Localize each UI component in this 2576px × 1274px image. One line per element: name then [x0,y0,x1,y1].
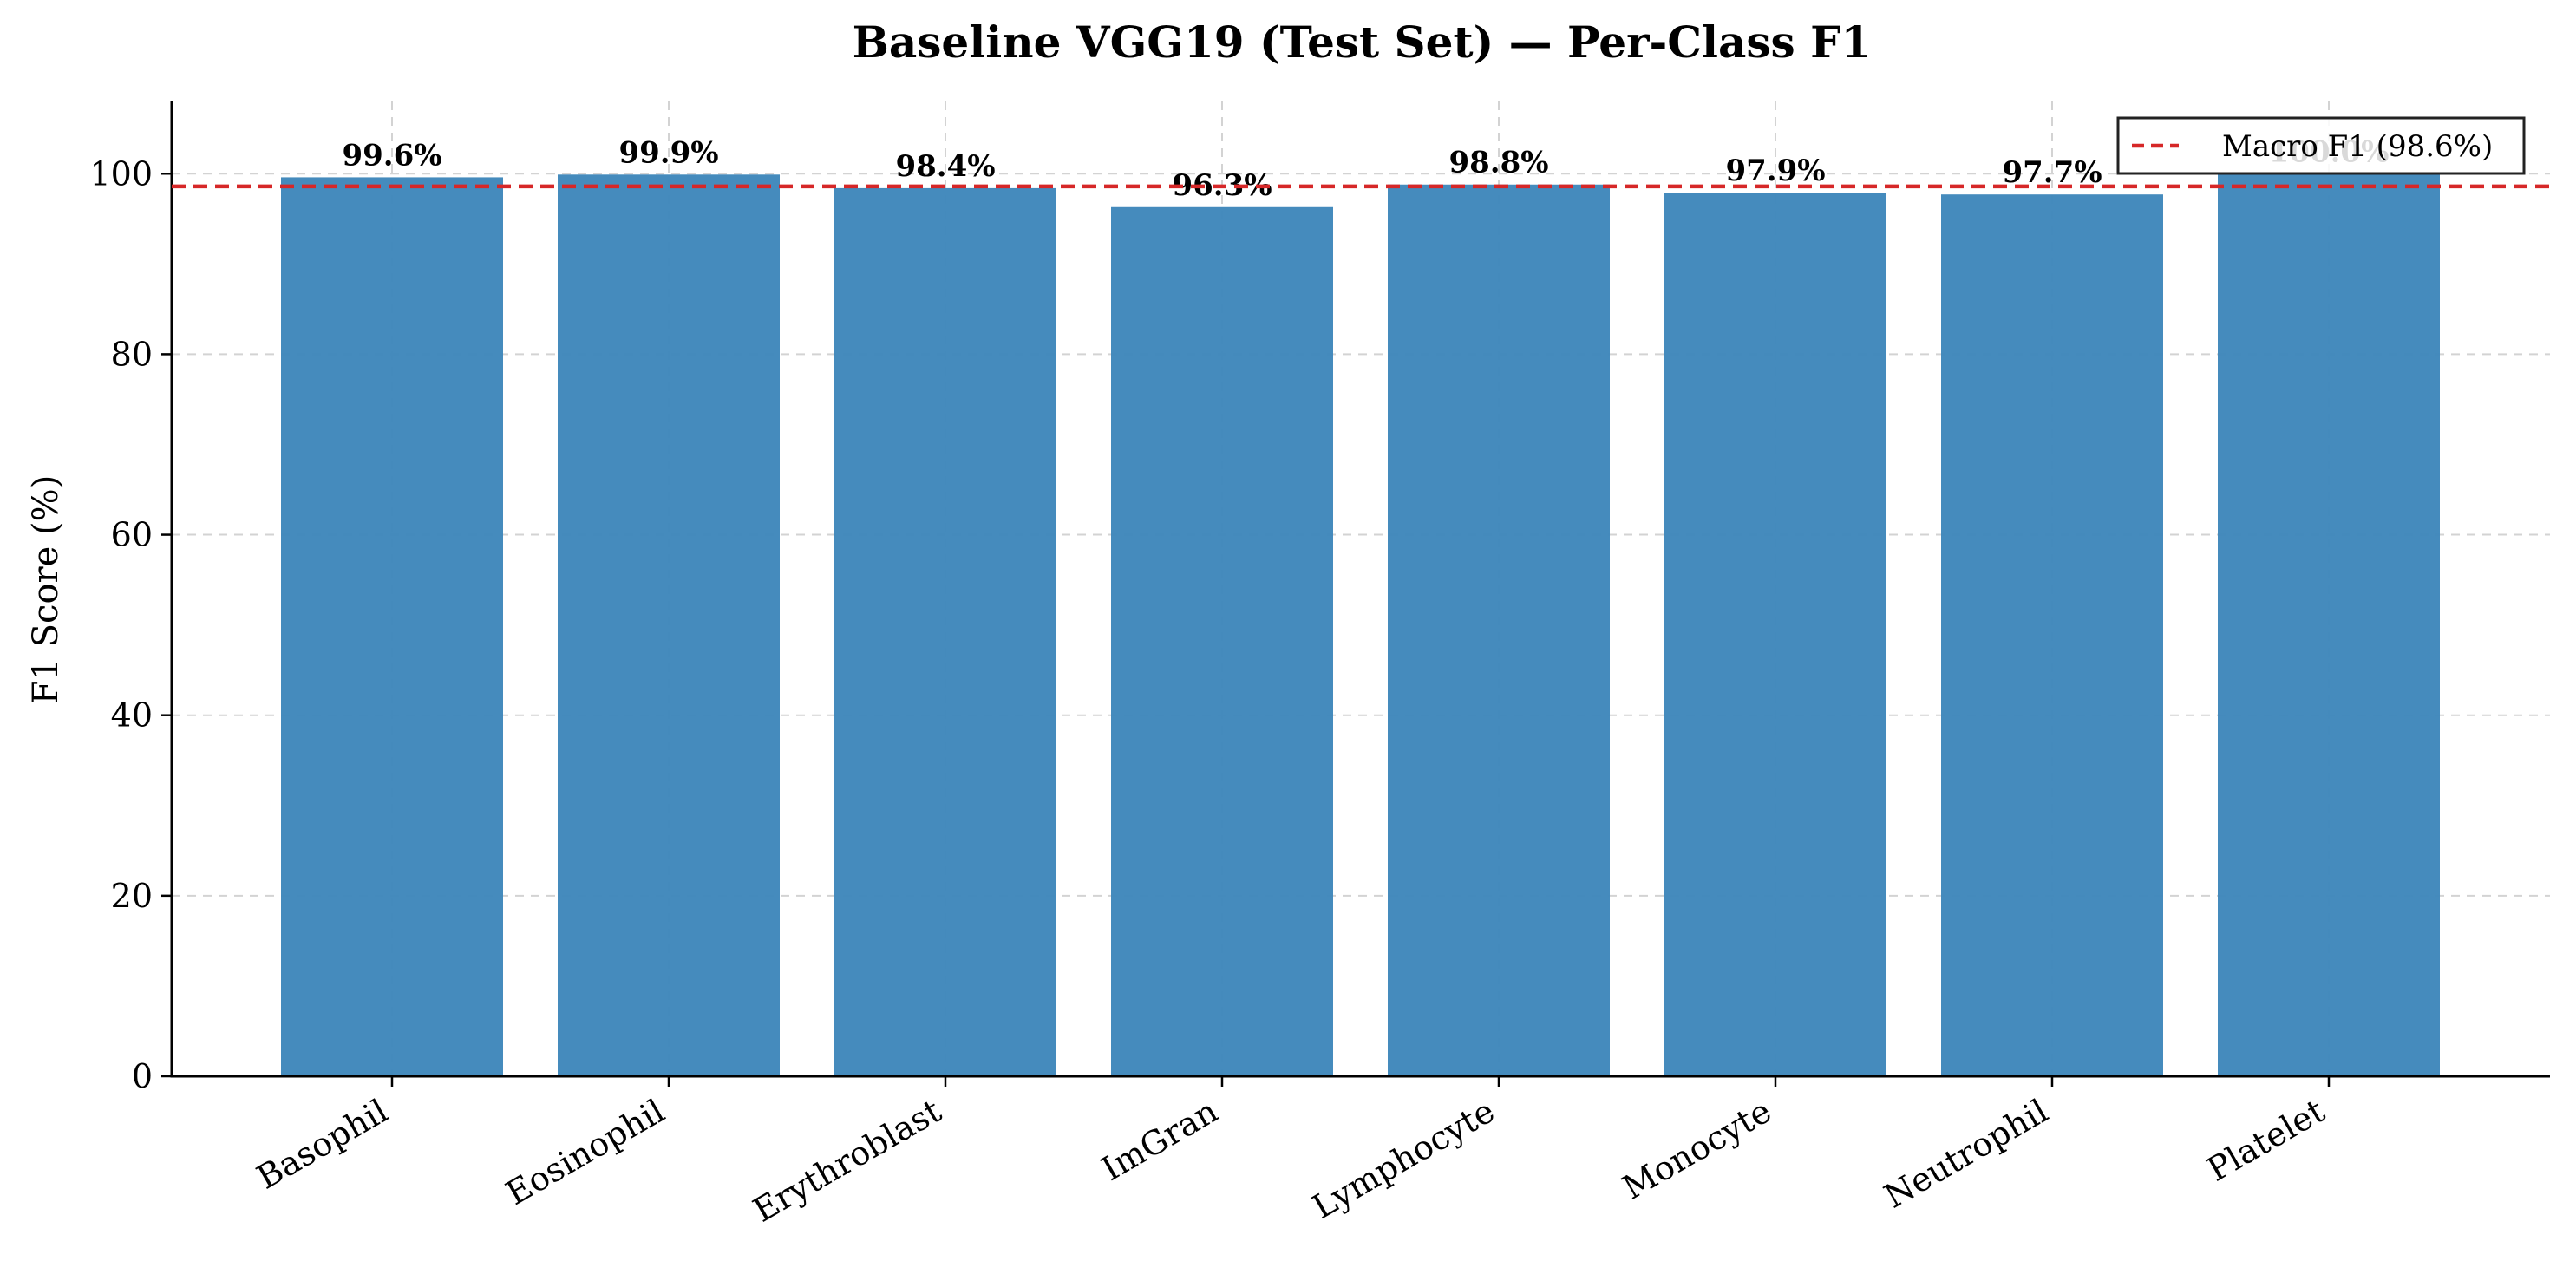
chart-title: Baseline VGG19 (Test Set) — Per-Class F1 [853,16,1872,68]
value-label-basophil: 99.6% [342,138,441,173]
y-axis-label: F1 Score (%) [26,475,66,705]
x-tick-label-eosinophil: Eosinophil [500,1092,671,1212]
x-tick-label-platelet: Platelet [2200,1092,2331,1189]
value-label-eosinophil: 99.9% [618,135,718,170]
axes [170,101,2550,1078]
bar-imgran [1111,206,1333,1076]
y-tick-label-20: 20 [111,877,153,915]
y-tick-label-40: 40 [111,696,153,735]
x-tick-label-basophil: Basophil [251,1092,395,1197]
value-label-erythroblast: 98.4% [895,149,995,184]
legend-box [2116,116,2526,175]
value-label-lymphocyte: 98.8% [1448,146,1548,180]
bar-basophil [281,177,503,1076]
x-tick-label-neutrophil: Neutrophil [1878,1092,2055,1216]
legend: Macro F1 (98.6%) [2116,116,2526,175]
bar-platelet [2218,173,2440,1076]
bar-monocyte [1664,193,1886,1077]
value-label-monocyte: 97.9% [1725,154,1825,188]
grid-lines [172,101,2550,1076]
bar-lymphocyte [1388,184,1610,1076]
bar-neutrophil [1941,194,2163,1076]
y-tick-label-60: 60 [111,516,153,554]
bar-erythroblast [834,187,1056,1076]
bar-eosinophil [558,174,780,1076]
x-tick-label-lymphocyte: Lymphocyte [1306,1092,1501,1226]
x-tick-label-imgran: ImGran [1095,1092,1224,1188]
y-tick-label-0: 0 [132,1057,153,1095]
legend-label-macro-f1: Macro F1 (98.6%) [2222,129,2493,164]
y-tick-label-100: 100 [89,154,153,193]
y-tick-label-80: 80 [111,335,153,373]
value-label-neutrophil: 97.7% [2002,155,2102,190]
x-tick-label-erythroblast: Erythroblast [747,1092,948,1230]
bars [281,173,2440,1077]
x-tick-label-monocyte: Monocyte [1616,1092,1777,1207]
